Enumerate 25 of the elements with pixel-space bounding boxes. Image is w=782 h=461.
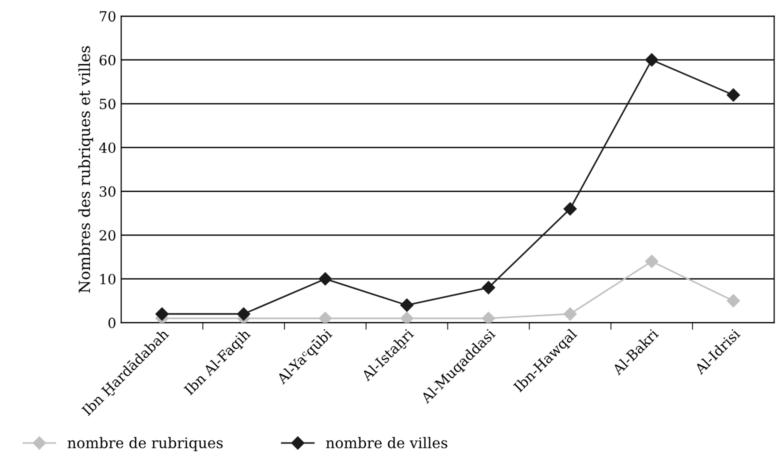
point [645,53,658,67]
y-tick-label: 50 [100,98,116,110]
point [318,272,332,286]
point [726,88,740,102]
y-tick-label: 30 [100,186,116,197]
y-tick-label: 20 [100,230,116,241]
y-tick-label: 10 [100,274,116,284]
point [482,312,496,323]
point [237,307,250,321]
point [645,254,658,268]
legend-label: nombre de rubriques [68,436,223,452]
y-axis-title: Nombres des rubriques et villes [78,46,94,293]
y-tick-label: 60 [100,54,116,66]
point [564,307,577,321]
point [318,312,332,323]
point [400,298,414,312]
point [726,294,740,308]
y-tick-label: 0 [108,318,116,328]
point [400,312,414,323]
point [564,202,577,216]
legend-label: nombre de villes [326,436,448,448]
point [482,281,496,294]
y-tick-label: 40 [99,142,116,153]
point [155,307,169,321]
y-tick-label: 70 [100,11,116,22]
